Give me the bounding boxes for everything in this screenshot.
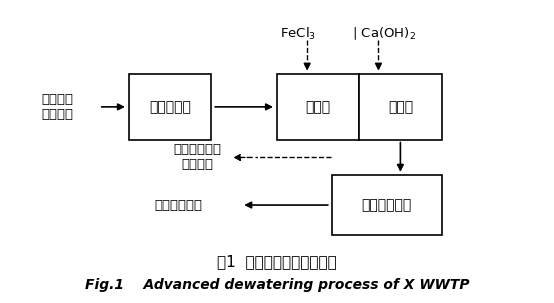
Text: 调理池: 调理池 xyxy=(306,100,331,114)
Bar xyxy=(332,175,442,235)
Text: 储泥池: 储泥池 xyxy=(388,100,413,114)
Text: 泥饼外运填埋: 泥饼外运填埋 xyxy=(154,198,202,211)
Text: 图1  某厂深度脱水工艺流程: 图1 某厂深度脱水工艺流程 xyxy=(217,254,337,269)
Text: 浓缩污泥
脱水污泥: 浓缩污泥 脱水污泥 xyxy=(42,93,74,121)
Bar xyxy=(277,74,359,140)
Text: Fig.1    Advanced dewatering process of X WWTP: Fig.1 Advanced dewatering process of X W… xyxy=(85,278,469,292)
Text: FeCl$_3$: FeCl$_3$ xyxy=(280,26,316,42)
Text: 滤液排至厂区
污水管网: 滤液排至厂区 污水管网 xyxy=(173,143,222,171)
Bar xyxy=(129,74,211,140)
Text: 隔膜压滤系统: 隔膜压滤系统 xyxy=(362,198,412,212)
Bar xyxy=(359,74,442,140)
Text: $\mid$Ca(OH)$_2$: $\mid$Ca(OH)$_2$ xyxy=(350,26,416,42)
Text: 卸料稀释池: 卸料稀释池 xyxy=(149,100,191,114)
